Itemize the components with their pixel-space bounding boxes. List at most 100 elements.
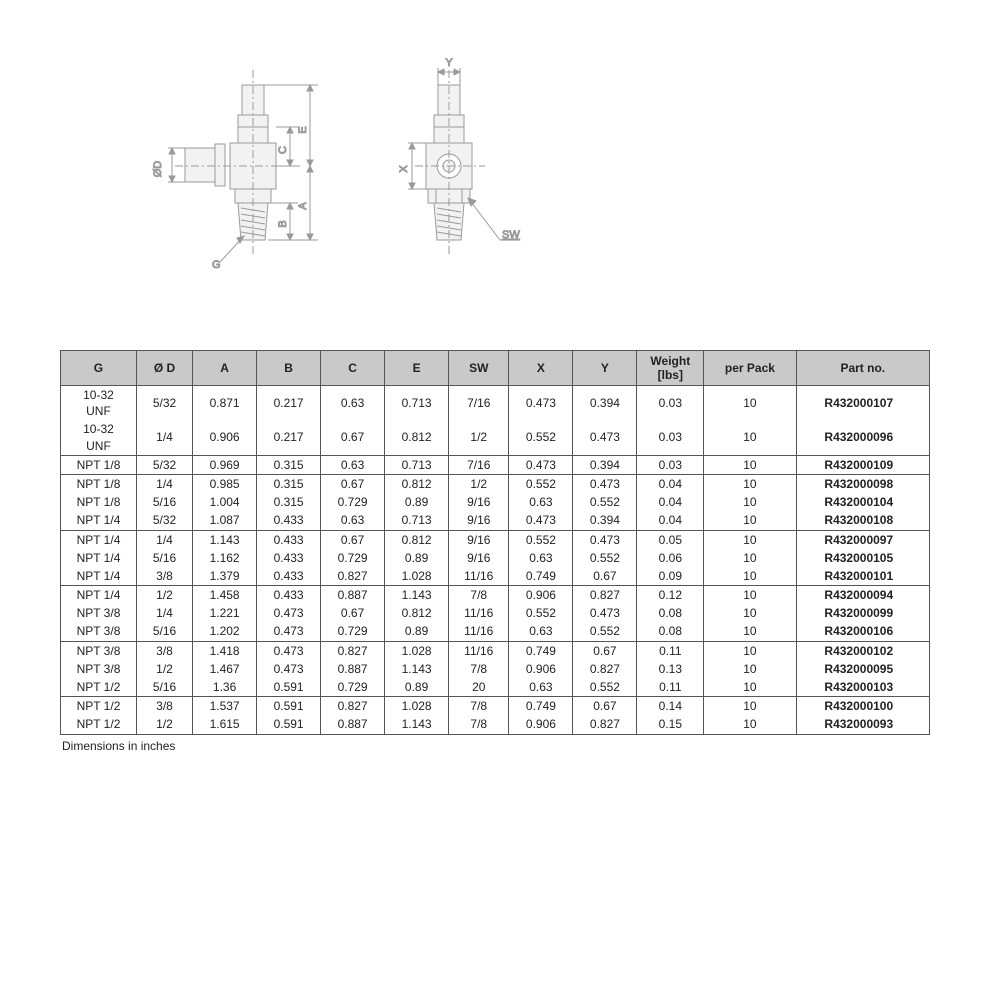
dim-label-c: C <box>277 146 289 154</box>
table-col-header: B <box>257 351 321 386</box>
table-cell: 1/4 <box>136 530 192 549</box>
table-cell: NPT 1/2 <box>61 678 137 697</box>
table-cell: 0.827 <box>321 697 385 716</box>
table-cell: 10 <box>704 549 796 567</box>
table-cell: 9/16 <box>449 549 509 567</box>
table-cell: 0.63 <box>509 678 573 697</box>
spec-table-header: GØ DABCESWXYWeight[lbs]per PackPart no. <box>61 351 930 386</box>
table-cell: 10 <box>704 567 796 586</box>
table-col-header: Ø D <box>136 351 192 386</box>
table-cell: 1.36 <box>193 678 257 697</box>
table-row: NPT 1/43/81.3790.4330.8271.02811/160.749… <box>61 567 930 586</box>
table-cell: 0.887 <box>321 715 385 734</box>
table-cell: 0.713 <box>385 386 449 421</box>
table-cell: R432000098 <box>796 474 929 493</box>
table-cell: 1.028 <box>385 567 449 586</box>
table-cell: 0.552 <box>509 604 573 622</box>
table-row: NPT 3/81/41.2210.4730.670.81211/160.5520… <box>61 604 930 622</box>
spec-table: GØ DABCESWXYWeight[lbs]per PackPart no. … <box>60 350 930 735</box>
table-cell: 7/16 <box>449 455 509 474</box>
table-cell: 10 <box>704 678 796 697</box>
table-cell: 0.89 <box>385 549 449 567</box>
table-cell: 10 <box>704 641 796 660</box>
table-cell: 0.552 <box>509 474 573 493</box>
table-cell: 0.89 <box>385 678 449 697</box>
table-cell: NPT 1/2 <box>61 715 137 734</box>
table-cell: R432000108 <box>796 511 929 530</box>
table-cell: 3/8 <box>136 567 192 586</box>
table-col-header: SW <box>449 351 509 386</box>
table-cell: NPT 3/8 <box>61 604 137 622</box>
table-col-header: Part no. <box>796 351 929 386</box>
table-cell: 0.67 <box>321 530 385 549</box>
table-cell: 0.67 <box>573 567 637 586</box>
table-cell: 1.615 <box>193 715 257 734</box>
table-cell: 0.906 <box>509 715 573 734</box>
table-cell: 0.394 <box>573 386 637 421</box>
table-cell: 0.89 <box>385 493 449 511</box>
table-cell: 0.473 <box>257 660 321 678</box>
table-cell: 0.63 <box>509 493 573 511</box>
table-cell: 1.087 <box>193 511 257 530</box>
table-cell: 7/8 <box>449 660 509 678</box>
table-col-header: X <box>509 351 573 386</box>
table-cell: 0.887 <box>321 586 385 605</box>
dim-label-a: A <box>297 202 309 210</box>
table-row: 10-32UNF5/320.8710.2170.630.7137/160.473… <box>61 386 930 421</box>
table-cell: 0.394 <box>573 455 637 474</box>
table-cell: 0.67 <box>321 474 385 493</box>
table-cell: 5/16 <box>136 549 192 567</box>
table-col-header: G <box>61 351 137 386</box>
table-cell: 0.827 <box>321 567 385 586</box>
table-cell: 0.906 <box>193 420 257 455</box>
table-cell: 0.985 <box>193 474 257 493</box>
table-cell: 0.04 <box>637 493 704 511</box>
table-cell: 0.11 <box>637 678 704 697</box>
table-cell: 10 <box>704 455 796 474</box>
table-cell: 0.433 <box>257 567 321 586</box>
table-cell: 0.827 <box>573 715 637 734</box>
table-cell: 0.63 <box>321 511 385 530</box>
table-cell: 0.473 <box>257 604 321 622</box>
table-cell: 0.871 <box>193 386 257 421</box>
table-cell: 0.433 <box>257 549 321 567</box>
table-cell: R432000099 <box>796 604 929 622</box>
table-cell: 5/16 <box>136 493 192 511</box>
table-cell: 0.473 <box>509 455 573 474</box>
table-cell: R432000096 <box>796 420 929 455</box>
table-cell: NPT 1/2 <box>61 697 137 716</box>
table-cell: 1.143 <box>385 715 449 734</box>
table-row: NPT 1/45/321.0870.4330.630.7139/160.4730… <box>61 511 930 530</box>
table-cell: 10 <box>704 386 796 421</box>
table-cell: NPT 3/8 <box>61 622 137 641</box>
table-cell: 10 <box>704 586 796 605</box>
table-cell: 1.143 <box>385 660 449 678</box>
table-cell: 0.473 <box>573 530 637 549</box>
table-cell: 3/8 <box>136 697 192 716</box>
table-cell: 10-32UNF <box>61 420 137 455</box>
table-cell: 0.591 <box>257 697 321 716</box>
table-cell: 11/16 <box>449 622 509 641</box>
table-cell: 0.433 <box>257 511 321 530</box>
table-cell: 0.67 <box>573 641 637 660</box>
table-cell: 0.713 <box>385 455 449 474</box>
table-cell: 1.221 <box>193 604 257 622</box>
table-row: NPT 1/23/81.5370.5910.8271.0287/80.7490.… <box>61 697 930 716</box>
table-cell: 0.473 <box>509 386 573 421</box>
table-cell: NPT 1/8 <box>61 474 137 493</box>
table-cell: 0.749 <box>509 567 573 586</box>
table-cell: 0.63 <box>509 549 573 567</box>
table-cell: 0.812 <box>385 604 449 622</box>
table-cell: 0.827 <box>573 660 637 678</box>
table-cell: 7/8 <box>449 586 509 605</box>
table-cell: 1.202 <box>193 622 257 641</box>
table-cell: 1.004 <box>193 493 257 511</box>
table-cell: 1.467 <box>193 660 257 678</box>
table-cell: 1.537 <box>193 697 257 716</box>
table-cell: 0.63 <box>321 455 385 474</box>
table-cell: 0.473 <box>257 641 321 660</box>
footnote: Dimensions in inches <box>62 739 960 753</box>
table-cell: 5/32 <box>136 386 192 421</box>
table-cell: NPT 1/4 <box>61 586 137 605</box>
table-cell: 0.591 <box>257 715 321 734</box>
